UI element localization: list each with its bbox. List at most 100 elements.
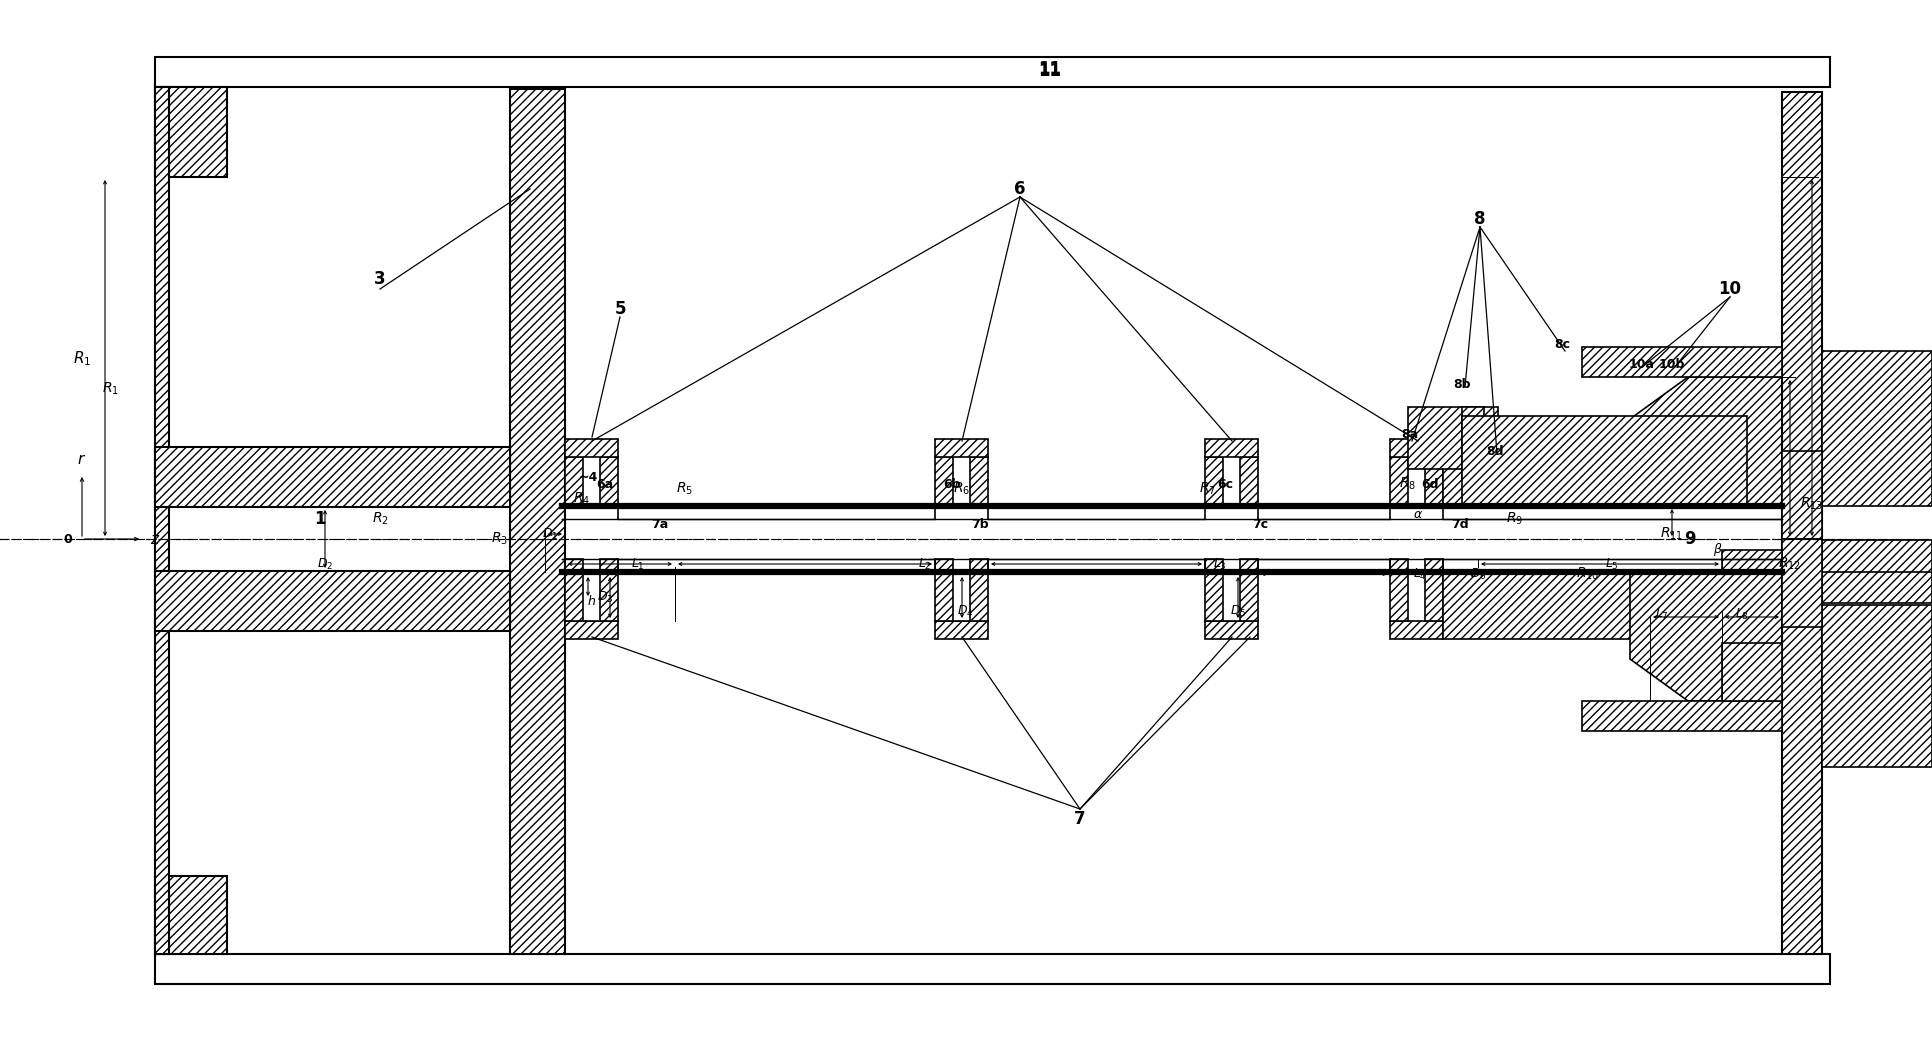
Text: $R_6$: $R_6$ bbox=[952, 481, 970, 498]
Bar bbox=[1463, 416, 1747, 506]
Text: $D_1$: $D_1$ bbox=[541, 527, 558, 541]
Bar bbox=[1240, 559, 1258, 621]
Text: $R_5$: $R_5$ bbox=[676, 481, 694, 498]
Bar bbox=[1389, 621, 1443, 639]
Text: 9: 9 bbox=[1685, 530, 1696, 548]
Bar bbox=[1463, 407, 1484, 479]
Text: $R_8$: $R_8$ bbox=[1399, 476, 1416, 492]
Text: $\beta$: $\beta$ bbox=[1714, 540, 1723, 558]
Bar bbox=[1408, 407, 1497, 469]
Text: $L_1$: $L_1$ bbox=[632, 557, 645, 571]
Text: $D_3$: $D_3$ bbox=[597, 589, 612, 605]
Bar bbox=[564, 621, 618, 639]
Bar bbox=[1582, 701, 1781, 731]
Bar bbox=[1721, 643, 1781, 701]
Bar bbox=[1426, 457, 1443, 506]
Text: 8c: 8c bbox=[1553, 338, 1571, 350]
Text: $R_{12}$: $R_{12}$ bbox=[1779, 556, 1801, 572]
Bar bbox=[1822, 571, 1932, 603]
Bar bbox=[1781, 539, 1822, 627]
Text: 10: 10 bbox=[1718, 279, 1741, 298]
Text: $L_2$: $L_2$ bbox=[918, 557, 931, 571]
Polygon shape bbox=[1631, 377, 1781, 506]
Bar bbox=[1389, 439, 1443, 457]
Bar bbox=[510, 89, 564, 954]
Text: $R_{13}$: $R_{13}$ bbox=[1801, 496, 1824, 512]
Text: 6a: 6a bbox=[597, 478, 614, 490]
Text: 0: 0 bbox=[64, 533, 71, 545]
Bar bbox=[1781, 92, 1822, 954]
Bar bbox=[155, 57, 1830, 87]
Text: 7: 7 bbox=[1074, 810, 1086, 828]
Bar bbox=[1426, 559, 1443, 621]
Text: 10b: 10b bbox=[1660, 357, 1685, 371]
Text: 6: 6 bbox=[1014, 180, 1026, 198]
Bar bbox=[155, 954, 1830, 984]
Text: $\alpha$: $\alpha$ bbox=[1412, 507, 1424, 521]
Text: 7a: 7a bbox=[651, 517, 668, 531]
Bar bbox=[1443, 438, 1781, 506]
Bar bbox=[1822, 540, 1932, 572]
Bar bbox=[935, 457, 952, 506]
Bar bbox=[1582, 347, 1781, 377]
Bar bbox=[155, 447, 510, 507]
Text: $R_1$: $R_1$ bbox=[73, 350, 91, 369]
Text: 6b: 6b bbox=[943, 478, 960, 490]
Bar bbox=[1206, 457, 1223, 506]
Text: $h$: $h$ bbox=[587, 594, 597, 608]
Bar bbox=[155, 87, 168, 954]
Bar bbox=[1240, 457, 1258, 506]
Text: $R_{11}$: $R_{11}$ bbox=[1660, 526, 1683, 542]
Text: $R_1$: $R_1$ bbox=[102, 381, 118, 397]
Text: 10a: 10a bbox=[1629, 357, 1656, 371]
Text: $D_4$: $D_4$ bbox=[956, 604, 974, 618]
Text: $D_2$: $D_2$ bbox=[317, 557, 332, 571]
Text: $L_4$: $L_4$ bbox=[1412, 566, 1428, 582]
Bar bbox=[1389, 559, 1408, 621]
Bar bbox=[155, 571, 510, 631]
Bar bbox=[564, 439, 618, 457]
Bar bbox=[155, 87, 226, 177]
Bar bbox=[1822, 351, 1932, 506]
Text: $L_8$: $L_8$ bbox=[1735, 607, 1748, 621]
Text: $L_7$: $L_7$ bbox=[1656, 607, 1669, 621]
Text: 11: 11 bbox=[1039, 60, 1061, 78]
Text: $R_2$: $R_2$ bbox=[371, 511, 388, 527]
Text: $L_5$: $L_5$ bbox=[1605, 557, 1619, 571]
Bar bbox=[970, 559, 987, 621]
Text: 11: 11 bbox=[1039, 62, 1061, 80]
Text: $D_5$: $D_5$ bbox=[1231, 604, 1246, 618]
Bar bbox=[935, 439, 987, 457]
Text: $r$: $r$ bbox=[77, 452, 87, 467]
Text: $R_7$: $R_7$ bbox=[1200, 481, 1217, 498]
Bar bbox=[155, 876, 226, 954]
Polygon shape bbox=[1631, 572, 1781, 701]
Text: 8b: 8b bbox=[1453, 377, 1470, 391]
Text: $R_3$: $R_3$ bbox=[491, 531, 508, 548]
Bar bbox=[1206, 559, 1223, 621]
Bar bbox=[1781, 451, 1822, 539]
Bar bbox=[935, 559, 952, 621]
Bar bbox=[1822, 605, 1932, 767]
Text: 6d: 6d bbox=[1422, 478, 1439, 490]
Text: 1: 1 bbox=[315, 510, 327, 528]
Bar bbox=[601, 457, 618, 506]
Text: $R_9$: $R_9$ bbox=[1507, 511, 1524, 527]
Text: 7d: 7d bbox=[1451, 517, 1468, 531]
Text: 6c: 6c bbox=[1217, 478, 1233, 490]
Text: 5: 5 bbox=[614, 300, 626, 318]
Text: $R_{10}$: $R_{10}$ bbox=[1577, 566, 1600, 582]
Bar bbox=[935, 621, 987, 639]
Text: 8: 8 bbox=[1474, 210, 1486, 228]
Bar bbox=[564, 457, 583, 506]
Bar bbox=[1721, 550, 1781, 572]
Text: $L_3$: $L_3$ bbox=[1213, 557, 1227, 571]
Text: 7c: 7c bbox=[1252, 517, 1267, 531]
Bar bbox=[601, 559, 618, 621]
Bar bbox=[1206, 621, 1258, 639]
Text: $z$: $z$ bbox=[151, 532, 160, 547]
Text: 7b: 7b bbox=[972, 517, 989, 531]
Bar bbox=[564, 559, 583, 621]
Bar bbox=[970, 457, 987, 506]
Bar bbox=[1443, 571, 1781, 639]
